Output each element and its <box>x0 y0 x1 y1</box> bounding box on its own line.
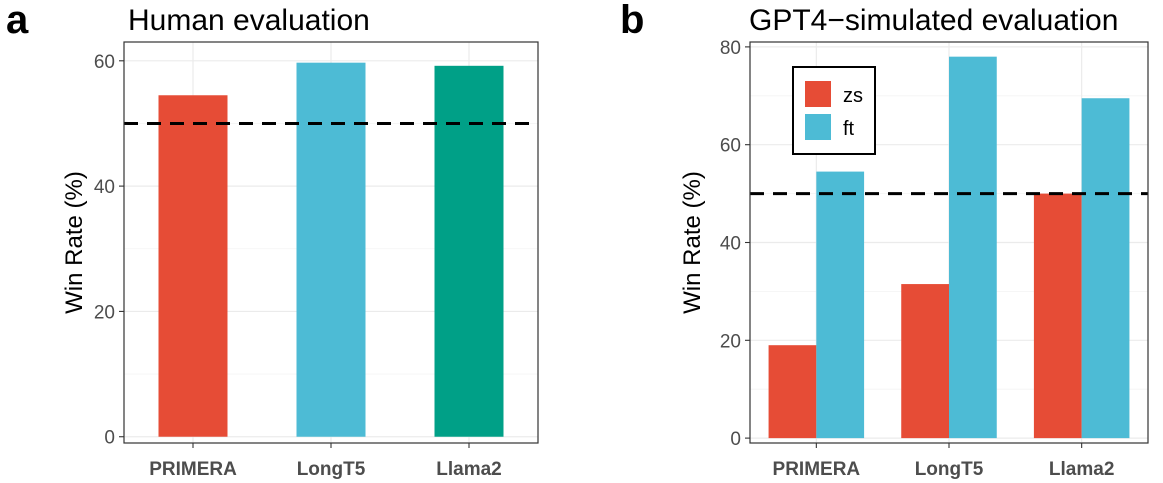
x-tick-label: LongT5 <box>915 459 984 480</box>
y-tick-label: 60 <box>94 52 115 73</box>
y-tick-label: 60 <box>720 136 741 157</box>
y-tick-label: 40 <box>94 177 115 198</box>
bar-zs-longt5 <box>901 284 949 439</box>
panel-a-letter: a <box>6 0 29 42</box>
y-tick-label: 20 <box>720 331 741 352</box>
y-tick-label: 80 <box>720 38 741 59</box>
x-tick-label: LongT5 <box>297 459 366 480</box>
x-tick-label: Llama2 <box>1049 459 1114 480</box>
panel-a-title: Human evaluation <box>128 4 370 37</box>
panel-a-plot: 0 20 40 60 PRIMERA LongT5 Llama2 Win Rate (%) <box>61 41 539 480</box>
bar-ft-longt5 <box>949 56 997 439</box>
y-tick-label: 40 <box>720 234 741 255</box>
bar-primera <box>158 95 228 437</box>
x-tick-label: PRIMERA <box>773 459 861 480</box>
panel-b-letter: b <box>620 0 644 42</box>
bar-ft-llama2 <box>1081 98 1130 439</box>
legend-label-ft: ft <box>843 118 855 140</box>
legend-label-zs: zs <box>843 85 863 107</box>
bar-zs-primera <box>768 345 817 439</box>
legend-swatch-zs <box>805 81 831 107</box>
y-tick-label: 0 <box>104 428 115 449</box>
bar-longt5 <box>296 62 366 437</box>
y-tick-label: 0 <box>730 429 741 450</box>
y-axis-label: Win Rate (%) <box>61 171 88 314</box>
y-axis-label: Win Rate (%) <box>679 171 706 314</box>
x-tick-label: Llama2 <box>436 459 501 480</box>
bar-llama2 <box>434 65 504 437</box>
bar-zs-llama2 <box>1033 193 1082 439</box>
legend-swatch-ft <box>805 114 831 140</box>
bar-ft-primera <box>816 171 865 439</box>
y-tick-label: 20 <box>94 302 115 323</box>
x-tick-label: PRIMERA <box>149 459 237 480</box>
panel-b-plot: 0 20 40 60 80 PRIMERA LongT5 Llama2 Win Rate (%)… <box>679 38 1149 480</box>
panel-b-title: GPT4−simulated evaluation <box>749 4 1118 37</box>
legend-box <box>792 66 876 155</box>
